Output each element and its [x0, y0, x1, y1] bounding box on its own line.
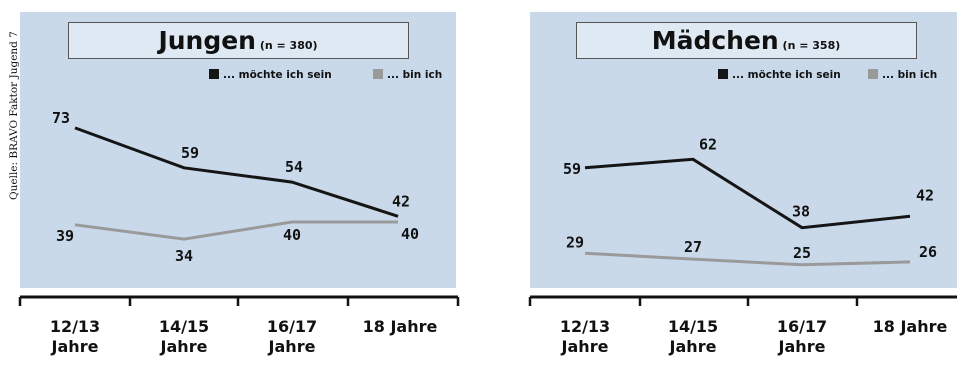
data-label: 38	[792, 203, 810, 221]
legend-swatch-light	[373, 69, 383, 79]
x-tick-label: 16/17 Jahre	[777, 317, 827, 356]
data-label: 29	[566, 233, 584, 251]
chart-title-box	[68, 22, 409, 59]
x-tick-label-line: 18 Jahre	[363, 317, 438, 336]
series-line-moechte-ich-sein	[74, 126, 399, 218]
x-tick-label-line: Jahre	[778, 337, 826, 356]
data-label: 73	[52, 109, 70, 127]
legend-label-light: ... bin ich	[882, 69, 937, 81]
series-line-bin-ich	[74, 220, 398, 241]
data-label: 59	[181, 144, 199, 162]
data-label: 34	[175, 247, 193, 265]
legend-label-light: ... bin ich	[387, 69, 442, 81]
x-tick-label-line: 12/13	[50, 317, 100, 336]
x-tick-label-line: 16/17	[267, 317, 317, 336]
x-tick-label: 12/13 Jahre	[560, 317, 610, 356]
x-tick-label-line: 14/15	[159, 317, 209, 336]
series-line-moechte-ich-sein	[584, 157, 911, 230]
x-tick-label: 18 Jahre	[363, 317, 438, 336]
source-label-text: Quelle: BRAVO Faktor Jugend 7	[8, 31, 20, 200]
x-tick-label-line: 18 Jahre	[873, 317, 948, 336]
x-tick-label-line: Jahre	[160, 337, 208, 356]
x-tick-label-line: Jahre	[669, 337, 717, 356]
legend-label-dark: ... möchte ich sein	[223, 69, 332, 81]
x-tick-label-line: Jahre	[51, 337, 99, 356]
data-label: 39	[56, 227, 74, 245]
x-tick-label-line: Jahre	[561, 337, 609, 356]
x-tick-label-line: 16/17	[777, 317, 827, 336]
data-label: 40	[283, 226, 301, 244]
data-label: 42	[392, 192, 410, 210]
x-tick-label: 14/15 Jahre	[668, 317, 718, 356]
chart-title-box	[576, 22, 917, 59]
legend-swatch-light	[868, 69, 878, 79]
x-tick-label: 16/17 Jahre	[267, 317, 317, 356]
source-label: Quelle: BRAVO Faktor Jugend 7	[4, 0, 22, 365]
series-line-bin-ich	[584, 251, 911, 267]
data-label: 25	[793, 244, 811, 262]
x-tick-label: 18 Jahre	[873, 317, 948, 336]
legend-swatch-dark	[718, 69, 728, 79]
data-label: 26	[919, 243, 937, 261]
data-label: 59	[563, 160, 581, 178]
legend-label-dark: ... möchte ich sein	[732, 69, 841, 81]
data-label: 42	[916, 186, 934, 204]
chart-subtitle: (n = 358)	[779, 39, 841, 52]
x-tick-label-line: 12/13	[560, 317, 610, 336]
chart-panel-2: Mädchen (n = 358)... möchte ich sein... …	[528, 12, 957, 356]
data-label: 62	[699, 135, 717, 153]
legend-swatch-dark	[209, 69, 219, 79]
x-tick-label-line: Jahre	[268, 337, 316, 356]
data-label: 54	[285, 158, 303, 176]
chart-subtitle: (n = 380)	[256, 39, 318, 52]
x-tick-label: 12/13 Jahre	[50, 317, 100, 356]
data-label: 27	[684, 238, 702, 256]
x-tick-label: 14/15 Jahre	[159, 317, 209, 356]
chart-panel-1: Jungen (n = 380)... möchte ich sein... b…	[18, 12, 460, 356]
data-label: 40	[401, 225, 419, 243]
x-tick-label-line: 14/15	[668, 317, 718, 336]
